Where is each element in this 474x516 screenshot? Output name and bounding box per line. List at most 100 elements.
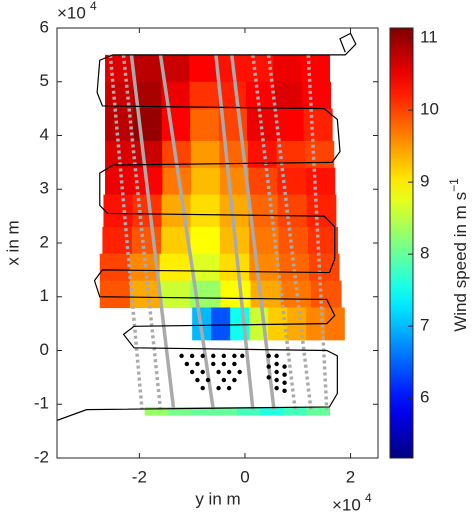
field-cell — [159, 253, 191, 282]
field-cell — [191, 167, 221, 196]
point — [274, 385, 279, 391]
point — [232, 361, 237, 367]
field-cell — [133, 54, 162, 83]
plot-area — [57, 32, 357, 421]
point — [195, 361, 200, 367]
x-offset-base: ×10 — [332, 495, 361, 514]
point — [282, 388, 287, 394]
field-cell — [249, 253, 280, 282]
field-cell — [306, 194, 337, 228]
y-offset-exponent: 4 — [90, 0, 97, 13]
field-cell — [301, 54, 331, 83]
field-cell — [190, 226, 221, 255]
field-cell — [219, 253, 250, 282]
field-cell — [105, 54, 134, 83]
field-cell — [307, 226, 338, 255]
y-tick-label: 5 — [40, 71, 49, 90]
y-tick-label: 6 — [40, 17, 49, 36]
point — [274, 353, 279, 359]
point — [205, 377, 211, 383]
point — [274, 361, 279, 367]
field-cell — [277, 167, 307, 196]
point — [274, 369, 279, 375]
point — [282, 364, 287, 369]
point — [266, 364, 271, 369]
x-tick-label: -2 — [132, 467, 147, 486]
field-cell — [306, 406, 331, 416]
y-tick-label: 3 — [40, 179, 49, 198]
field-cell — [274, 81, 303, 110]
field-cell — [302, 81, 332, 110]
point — [211, 353, 216, 359]
field-cell — [189, 54, 218, 83]
field-cell — [260, 406, 284, 416]
field-cell — [275, 108, 305, 142]
point — [221, 377, 227, 383]
x-axis-label: y in m — [195, 489, 240, 508]
point — [216, 369, 221, 375]
point — [274, 377, 279, 383]
point — [195, 377, 200, 383]
point — [266, 375, 271, 380]
point — [189, 369, 195, 375]
field-cell — [250, 280, 282, 309]
point — [221, 353, 227, 359]
colorbar-label-text: Wind speed in m s — [451, 192, 470, 332]
colorbar-tick-label: 7 — [420, 316, 429, 335]
field-cell — [99, 280, 131, 309]
point — [237, 369, 242, 375]
colorbar-tick-label: 6 — [420, 388, 429, 407]
x-offset-exponent: 4 — [365, 491, 372, 505]
field-cell — [105, 167, 135, 196]
point — [189, 353, 195, 359]
point — [266, 353, 271, 359]
field-cell — [190, 108, 220, 142]
colorbar — [389, 27, 414, 459]
field-cell — [160, 280, 191, 309]
field-cell — [103, 194, 134, 228]
field-cell — [325, 307, 345, 341]
colorbar-tick-label: 8 — [420, 244, 429, 263]
field-cell — [246, 108, 276, 142]
colorbar-tick-label: 9 — [420, 172, 429, 191]
y-tick-label: 4 — [40, 125, 49, 144]
field-cell — [213, 406, 238, 416]
point — [179, 353, 184, 359]
y-offset-base: ×10 — [57, 3, 86, 22]
flight-leg — [129, 54, 176, 410]
field-cell — [161, 54, 190, 83]
flight-track — [57, 32, 357, 421]
field-cell — [131, 226, 162, 255]
x-tick-label: 0 — [240, 467, 249, 486]
field-cell — [283, 406, 307, 416]
field-cell — [144, 406, 169, 416]
field-cell — [305, 140, 335, 169]
y-tick-label: 1 — [40, 286, 49, 305]
point — [282, 380, 287, 385]
field-cell — [105, 108, 135, 142]
flight-leg — [108, 54, 144, 410]
point — [282, 372, 287, 377]
field-cell — [310, 280, 342, 309]
colorbar-tick-label: 11 — [420, 28, 438, 47]
y-tick-label: 2 — [40, 232, 49, 251]
y-tick-label: 0 — [40, 340, 49, 359]
point — [211, 361, 216, 367]
point — [232, 377, 237, 383]
field-cell — [211, 307, 231, 341]
field-cell — [167, 406, 192, 416]
field-cell — [303, 108, 333, 142]
point — [184, 361, 190, 367]
colorbar-tick-label: 10 — [420, 100, 439, 119]
colorbar-label: Wind speed in m s−1 — [447, 178, 470, 332]
flight-leg — [214, 54, 255, 410]
point — [221, 361, 227, 367]
field-cell — [190, 406, 215, 416]
y-axis-label: x in m — [3, 220, 22, 265]
point — [232, 353, 237, 359]
y-tick-label: -1 — [34, 394, 49, 413]
field-cell — [133, 140, 163, 169]
field-cell — [248, 167, 278, 196]
flight-leg — [230, 54, 276, 410]
